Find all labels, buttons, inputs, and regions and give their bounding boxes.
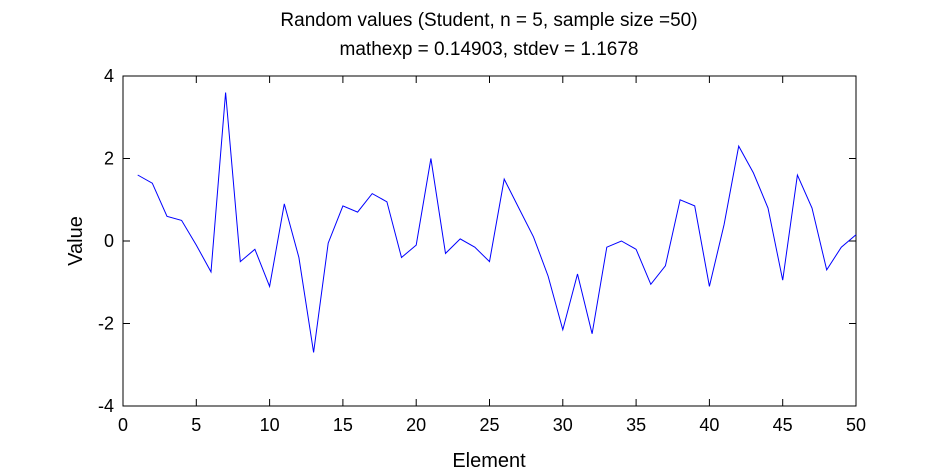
x-tick-label: 10 [260,415,280,435]
x-tick-label: 45 [773,415,793,435]
y-tick-label: 0 [104,231,114,251]
x-tick-label: 40 [699,415,719,435]
y-axis-ticks: -4 -2 0 2 4 [98,66,856,416]
x-tick-label: 50 [846,415,866,435]
series-line [137,92,857,353]
y-tick-label: -4 [98,396,114,416]
x-tick-label: 20 [406,415,426,435]
x-tick-label: 35 [626,415,646,435]
chart-title: Random values (Student, n = 5, sample si… [280,10,697,31]
x-axis-label: Element [452,450,526,472]
x-tick-label: 30 [553,415,573,435]
chart-subtitle: mathexp = 0.14903, stdev = 1.1678 [340,39,639,60]
y-tick-label: 4 [104,66,114,86]
x-tick-label: 5 [191,415,201,435]
y-tick-label: 2 [104,149,114,169]
x-axis-ticks: 0 5 10 15 20 25 30 35 40 45 50 [118,76,866,435]
y-tick-label: -2 [98,314,114,334]
x-tick-label: 15 [333,415,353,435]
y-axis-label: Value [65,216,87,266]
x-tick-label: 25 [479,415,499,435]
x-tick-label: 0 [118,415,128,435]
plot-area [122,75,857,407]
